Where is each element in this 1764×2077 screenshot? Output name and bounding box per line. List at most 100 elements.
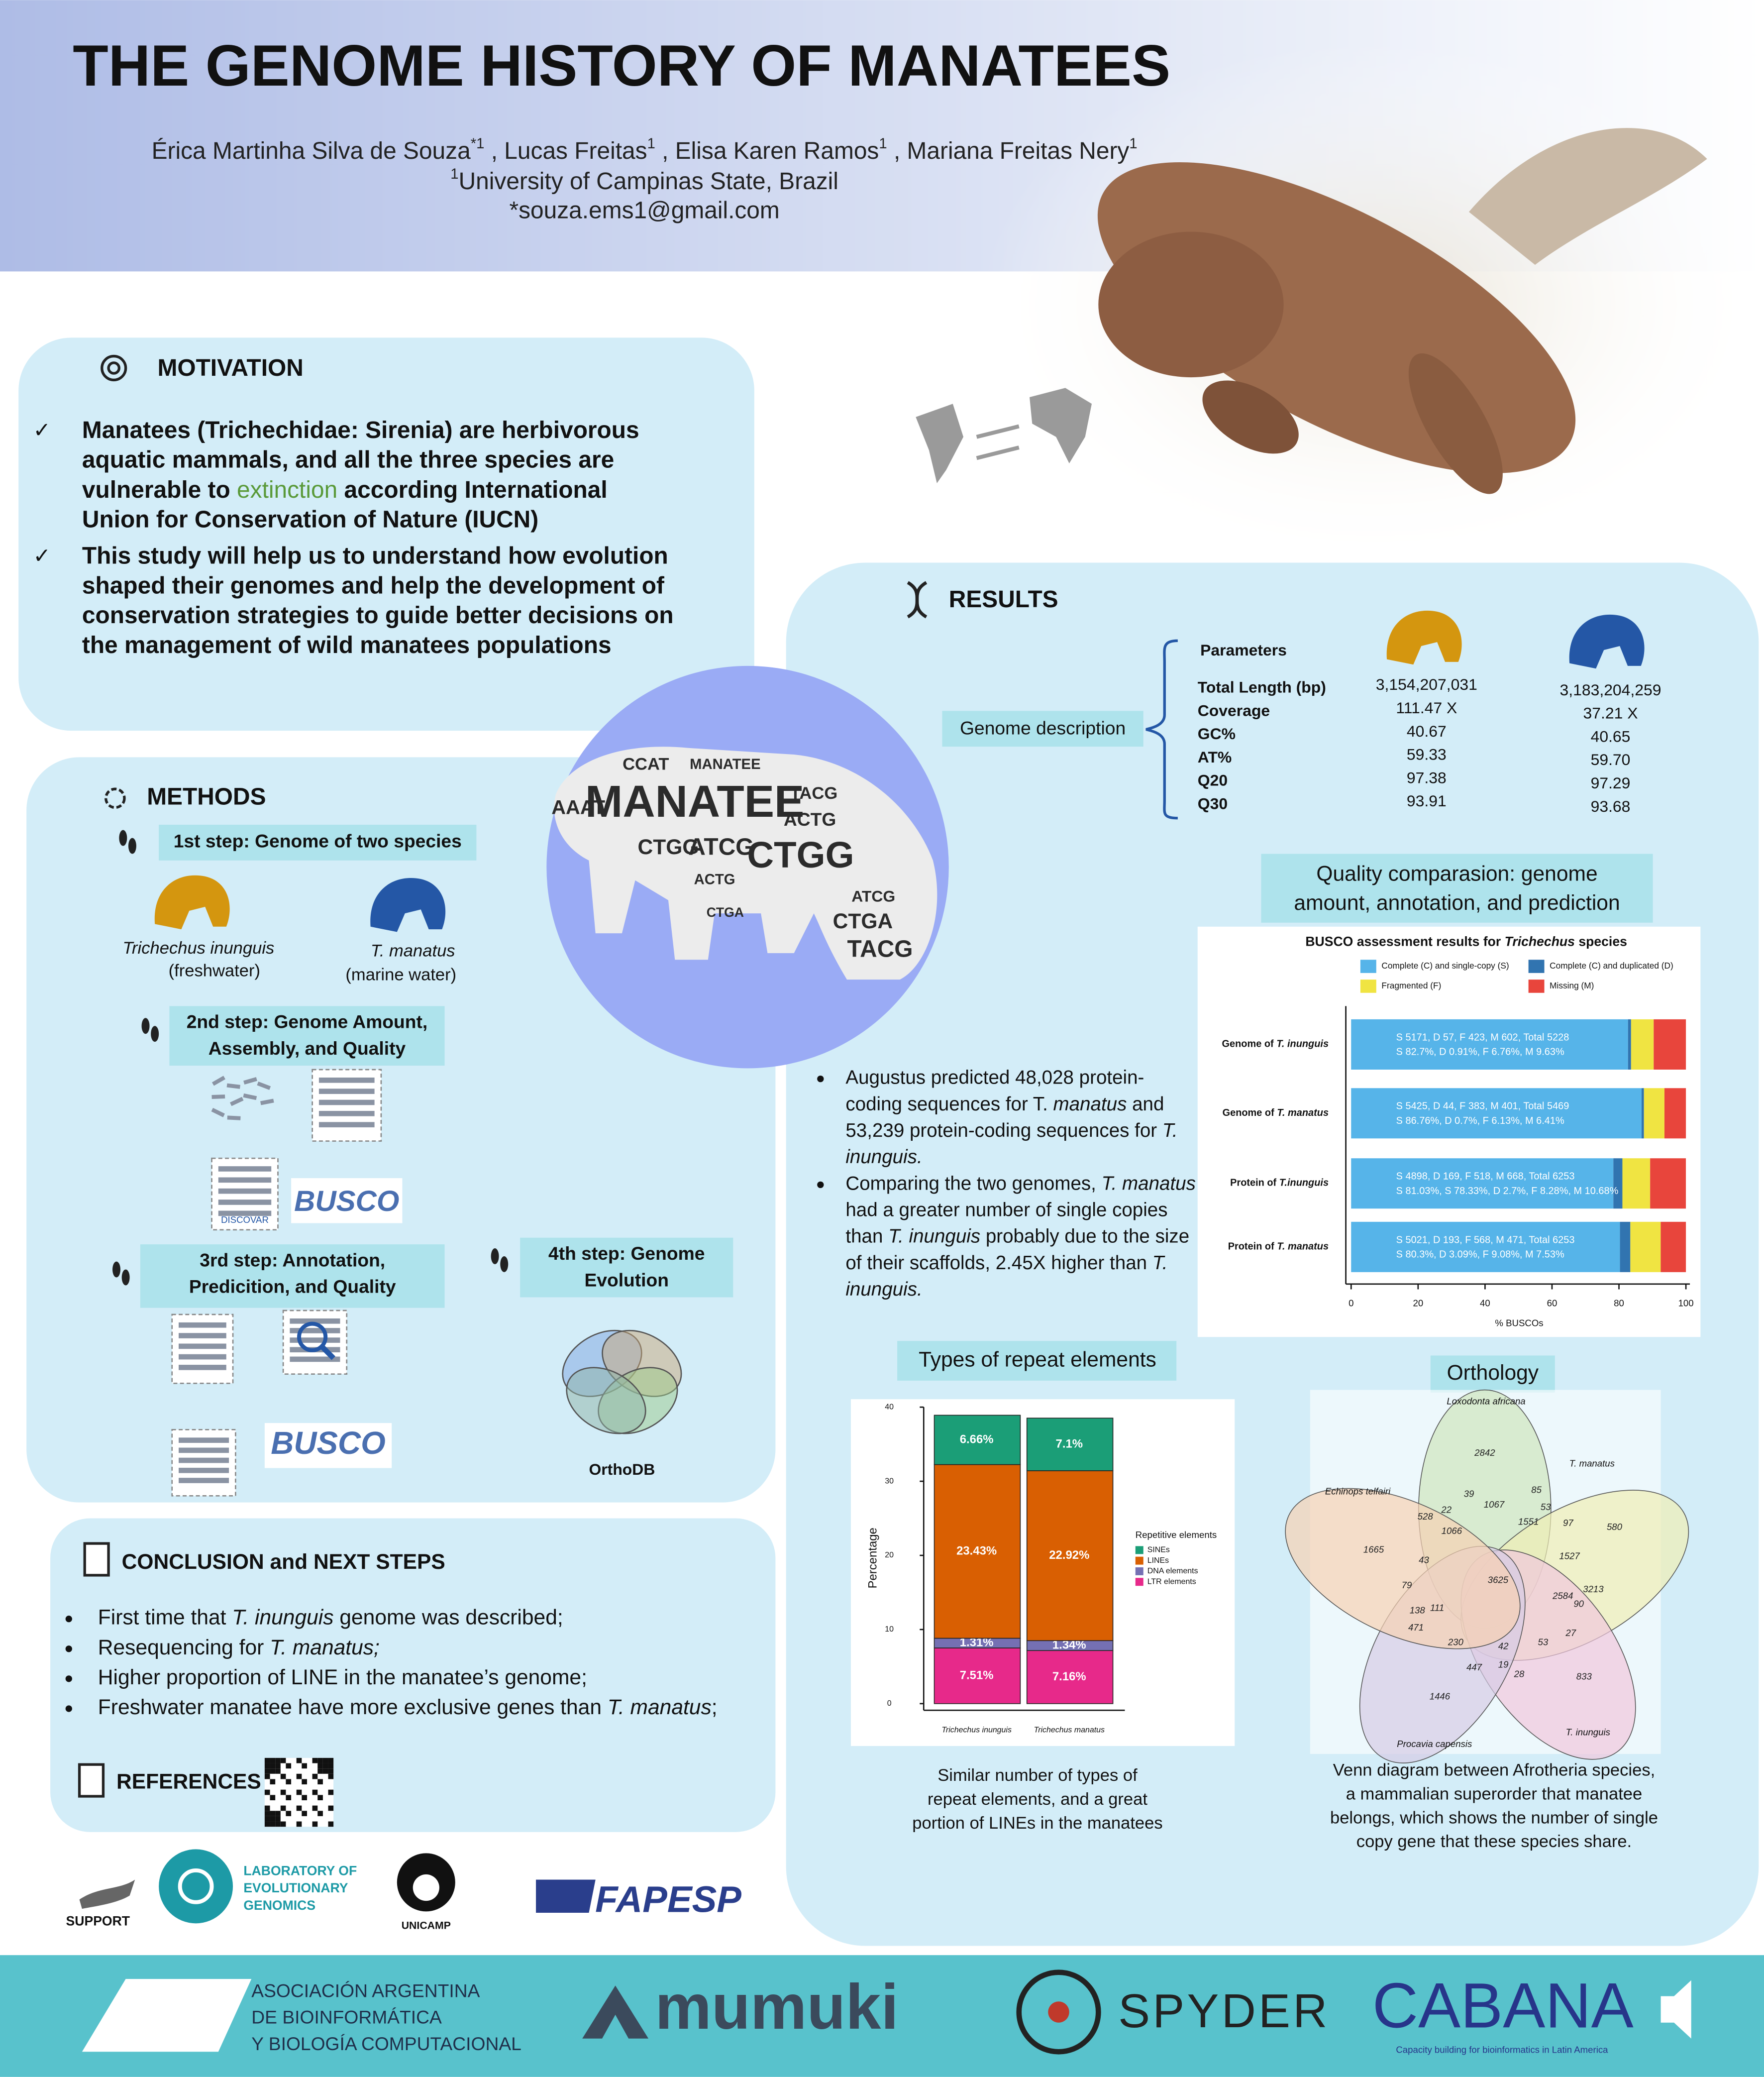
caption: a mammalian superorder that manatee xyxy=(1346,1784,1643,1803)
caption: Similar number of types of xyxy=(937,1766,1138,1785)
footprint-icon xyxy=(151,1026,159,1042)
qr-code xyxy=(270,1763,276,1769)
y-tick-label: 10 xyxy=(885,1625,894,1634)
bullet-text: shaped their genomes and help the develo… xyxy=(82,572,665,599)
fapesp-label: FAPESP xyxy=(595,1878,741,1920)
chart-title-part: species xyxy=(1575,934,1627,949)
qr-code xyxy=(264,1763,270,1769)
venn-set-label: Echinops telfairi xyxy=(1325,1486,1391,1496)
legend-swatch xyxy=(1135,1546,1143,1554)
qr-code xyxy=(280,1805,286,1811)
venn-count: 90 xyxy=(1573,1598,1584,1609)
quality-heading: Quality comparasion: genome xyxy=(1316,862,1597,885)
reads-icon xyxy=(211,1076,225,1086)
bullet-text-part: and xyxy=(1127,1093,1164,1115)
qr-code xyxy=(322,1768,328,1774)
wordcloud-word: ACTG xyxy=(784,809,836,830)
doc-icon xyxy=(78,1763,105,1798)
section-title: RESULTS xyxy=(949,586,1058,613)
qr-code xyxy=(286,1811,292,1816)
bullet-dot xyxy=(817,1075,824,1083)
qr-code xyxy=(317,1763,323,1769)
section-title: METHODS xyxy=(147,783,266,810)
footprint-icon xyxy=(119,830,127,846)
footer-band xyxy=(0,1955,1764,2077)
table-cell: 3,154,207,031 xyxy=(1376,675,1477,693)
search-icon xyxy=(297,1321,328,1352)
step-label: Evolution xyxy=(584,1269,669,1290)
legend-label: SINEs xyxy=(1147,1546,1170,1554)
step-box xyxy=(169,1006,445,1066)
lab-logo xyxy=(178,1868,214,1904)
manatee-icon xyxy=(1386,610,1462,665)
qr-code xyxy=(286,1779,292,1785)
qr-code xyxy=(264,1816,270,1822)
fapesp-logo xyxy=(536,1879,596,1913)
tool-icon xyxy=(290,1356,340,1362)
tool-icon xyxy=(179,1354,226,1360)
species-habitat: (freshwater) xyxy=(169,961,260,980)
genome-description-label: Genome description xyxy=(960,717,1126,738)
reads-icon xyxy=(230,1096,244,1106)
unicamp-logo xyxy=(413,1874,439,1901)
bullet-text: conservation strategies to guide better … xyxy=(82,602,674,629)
venn-count: 22 xyxy=(1441,1505,1452,1515)
venn-set xyxy=(1285,1488,1521,1649)
manatee-icon xyxy=(370,878,446,932)
reads-icon xyxy=(226,1083,240,1089)
species-name: T. manatus xyxy=(371,941,455,960)
authors-part: , Lucas Freitas xyxy=(484,138,647,164)
category-label-part: T. manatus xyxy=(1277,1107,1329,1118)
legend-swatch xyxy=(1135,1567,1143,1575)
footprint-icon xyxy=(121,1269,130,1286)
bullet-text: the management of wild manatees populati… xyxy=(82,632,612,658)
venn-count: 27 xyxy=(1565,1628,1576,1638)
label-box xyxy=(897,1341,1177,1381)
venn-count: 53 xyxy=(1538,1637,1549,1647)
step-box xyxy=(159,825,477,861)
category-label: Protein of T.inunguis xyxy=(1230,1178,1329,1189)
tool-label: OrthoDB xyxy=(589,1460,655,1478)
bullet-text-part: inunguis xyxy=(845,1146,917,1168)
affiliation-part: University of Campinas State, Brazil xyxy=(459,168,838,195)
qr-code xyxy=(322,1763,328,1769)
step-label: 1st step: Genome of two species xyxy=(174,831,462,852)
bullet-text-part: Comparing the two genomes, xyxy=(845,1173,1101,1195)
bar-label: S 80.3%, D 3.09%, F 9.08%, M 7.53% xyxy=(1396,1249,1564,1260)
bar-label: S 5021, D 193, F 568, M 471, Total 6253 xyxy=(1396,1234,1575,1245)
email: *souza.ems1@gmail.com xyxy=(509,197,779,223)
tool-icon xyxy=(318,1099,375,1105)
bullet-text-part: T. xyxy=(1162,1120,1178,1141)
qr-code xyxy=(317,1811,323,1816)
qr-code xyxy=(275,1757,281,1763)
lab-name: EVOLUTIONARY xyxy=(243,1880,348,1895)
speaker-icon xyxy=(1660,1980,1691,2039)
qr-code xyxy=(264,1757,270,1763)
venn-count: 53 xyxy=(1541,1502,1551,1512)
bullet-text: aquatic mammals, and all the three speci… xyxy=(82,447,614,473)
qr-code xyxy=(302,1795,307,1800)
bar-segment xyxy=(1620,1221,1631,1272)
bar-segment xyxy=(1351,1221,1620,1272)
value-label: 6.66% xyxy=(960,1432,994,1446)
legend-label: LTR elements xyxy=(1147,1577,1196,1586)
motivation-box xyxy=(18,337,754,731)
bar-segment xyxy=(1026,1650,1114,1704)
bar-segment xyxy=(1351,1158,1614,1209)
footprint-icon xyxy=(112,1261,121,1278)
reads-icon xyxy=(257,1081,271,1090)
wordcloud-word: TACG xyxy=(847,936,913,962)
species-name: Trichechus inunguis xyxy=(122,939,274,958)
tool-label: BUSCO xyxy=(294,1185,399,1217)
tool-icon xyxy=(218,1166,272,1172)
wordcloud-word: CTGA xyxy=(707,905,744,920)
bullet-text-part: First time that xyxy=(98,1606,232,1630)
tool-icon xyxy=(179,1437,229,1443)
legend-label: Complete (C) and duplicated (D) xyxy=(1550,961,1673,971)
wordcloud-word: CCAT xyxy=(623,755,669,773)
caption: copy gene that these species share. xyxy=(1356,1832,1632,1851)
table-row-label: Q20 xyxy=(1198,771,1228,789)
bar-segment xyxy=(1644,1088,1664,1139)
bullet-text-part: T. xyxy=(1152,1252,1168,1274)
